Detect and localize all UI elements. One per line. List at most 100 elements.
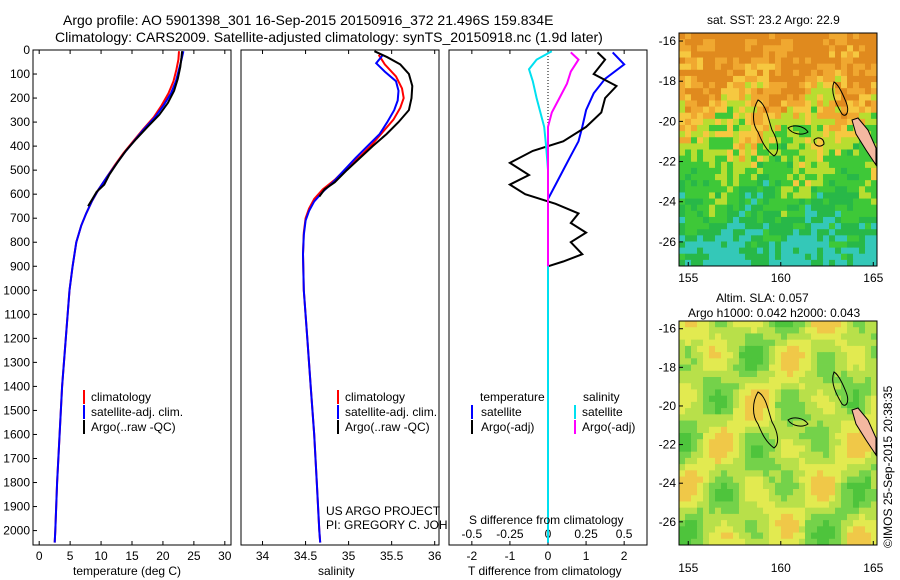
heatmap-cell: [811, 75, 818, 83]
heatmap-cell: [709, 94, 716, 101]
heatmap-cell: [763, 501, 770, 509]
heatmap-cell: [775, 45, 782, 52]
heatmap-cell: [727, 401, 734, 409]
heatmap-cell: [715, 470, 722, 477]
heatmap-cell: [805, 223, 812, 230]
heatmap-cell: [703, 345, 710, 353]
heatmap-cell: [823, 124, 830, 132]
heatmap-cell: [751, 259, 758, 267]
heatmap-cell: [733, 57, 740, 65]
heatmap-cell: [835, 112, 842, 120]
heatmap-cell: [781, 57, 788, 65]
heatmap-cell: [823, 333, 830, 341]
heatmap-cell: [727, 167, 734, 175]
heatmap-cell: [781, 143, 788, 150]
heatmap-cell: [871, 161, 878, 169]
heatmap-cell: [733, 247, 740, 255]
heatmap-cell: [727, 204, 734, 212]
heatmap-cell: [799, 94, 806, 101]
heatmap-cell: [829, 118, 836, 126]
heatmap-cell: [691, 45, 698, 52]
heatmap-cell: [727, 106, 734, 114]
heatmap-cell: [709, 51, 716, 58]
heatmap-cell: [793, 33, 800, 40]
heatmap-cell: [679, 476, 686, 484]
heatmap-cell: [859, 401, 866, 409]
heatmap-cell: [685, 532, 692, 540]
heatmap-cell: [739, 186, 746, 193]
heatmap-cell: [697, 339, 704, 347]
heatmap-cell: [697, 401, 704, 409]
heatmap-cell: [865, 186, 872, 193]
heatmap-cell: [721, 216, 728, 224]
heatmap-cell: [805, 45, 812, 52]
heatmap-cell: [763, 489, 770, 496]
heatmap-cell: [799, 420, 806, 428]
heatmap-cell: [727, 389, 734, 397]
heatmap-cell: [703, 112, 710, 120]
heatmap-cell: [697, 88, 704, 95]
heatmap-cell: [781, 223, 788, 230]
heatmap-cell: [823, 33, 830, 40]
heatmap-cell: [739, 383, 746, 390]
heatmap-cell: [787, 198, 794, 206]
heatmap-cell: [721, 100, 728, 107]
heatmap-cell: [721, 235, 728, 242]
heatmap-cell: [829, 339, 836, 347]
heatmap-cell: [733, 345, 740, 353]
heatmap-cell: [685, 94, 692, 101]
heatmap-cell: [775, 507, 782, 515]
heatmap-cell: [715, 100, 722, 107]
heatmap-cell: [847, 345, 854, 353]
reef-outline: [787, 417, 809, 427]
heatmap-cell: [757, 532, 764, 540]
heatmap-cell: [787, 327, 794, 334]
heatmap-cell: [817, 339, 824, 347]
heatmap-cell: [703, 495, 710, 502]
heatmap-cell: [679, 118, 686, 126]
heatmap-cell: [715, 383, 722, 390]
heatmap-cell: [715, 88, 722, 95]
sla-map-axes: 155 160 165-16-18-20-22-24-26: [659, 322, 884, 575]
heatmap-cell: [751, 352, 758, 359]
heatmap-cell: [835, 507, 842, 515]
heatmap-cell: [715, 143, 722, 150]
heatmap-cell: [781, 377, 788, 384]
heatmap-cell: [871, 204, 878, 212]
heatmap-cell: [715, 247, 722, 255]
heatmap-cell: [727, 63, 734, 71]
heatmap-cell: [679, 124, 686, 132]
heatmap-cell: [733, 63, 740, 71]
heatmap-cell: [817, 167, 824, 175]
heatmap-cell: [787, 235, 794, 242]
heatmap-cell: [787, 75, 794, 83]
heatmap-cell: [715, 532, 722, 540]
heatmap-cell: [745, 75, 752, 83]
heatmap-cell: [751, 149, 758, 157]
island-outline: [753, 99, 779, 157]
heatmap-cell: [841, 377, 848, 384]
heatmap-cell: [817, 94, 824, 101]
heatmap-cell: [829, 161, 836, 169]
heatmap-cell: [829, 333, 836, 341]
heatmap-cell: [715, 538, 722, 546]
heatmap-cell: [829, 538, 836, 546]
heatmap-cell: [733, 520, 740, 527]
heatmap-cell: [799, 495, 806, 502]
heatmap-cell: [709, 327, 716, 334]
heatmap-cell: [853, 204, 860, 212]
heatmap-cell: [781, 241, 788, 248]
heatmap-cell: [685, 395, 692, 403]
heatmap-cell: [709, 321, 716, 328]
heatmap-cell: [829, 235, 836, 242]
heatmap-cell: [853, 370, 860, 378]
heatmap-cell: [841, 321, 848, 328]
heatmap-cell: [841, 63, 848, 71]
heatmap-cell: [721, 82, 728, 89]
heatmap-cell: [745, 106, 752, 114]
heatmap-cell: [775, 247, 782, 255]
heatmap-cell: [865, 352, 872, 359]
heatmap-cell: [679, 204, 686, 212]
heatmap-cell: [679, 210, 686, 218]
heatmap-cell: [679, 137, 686, 144]
